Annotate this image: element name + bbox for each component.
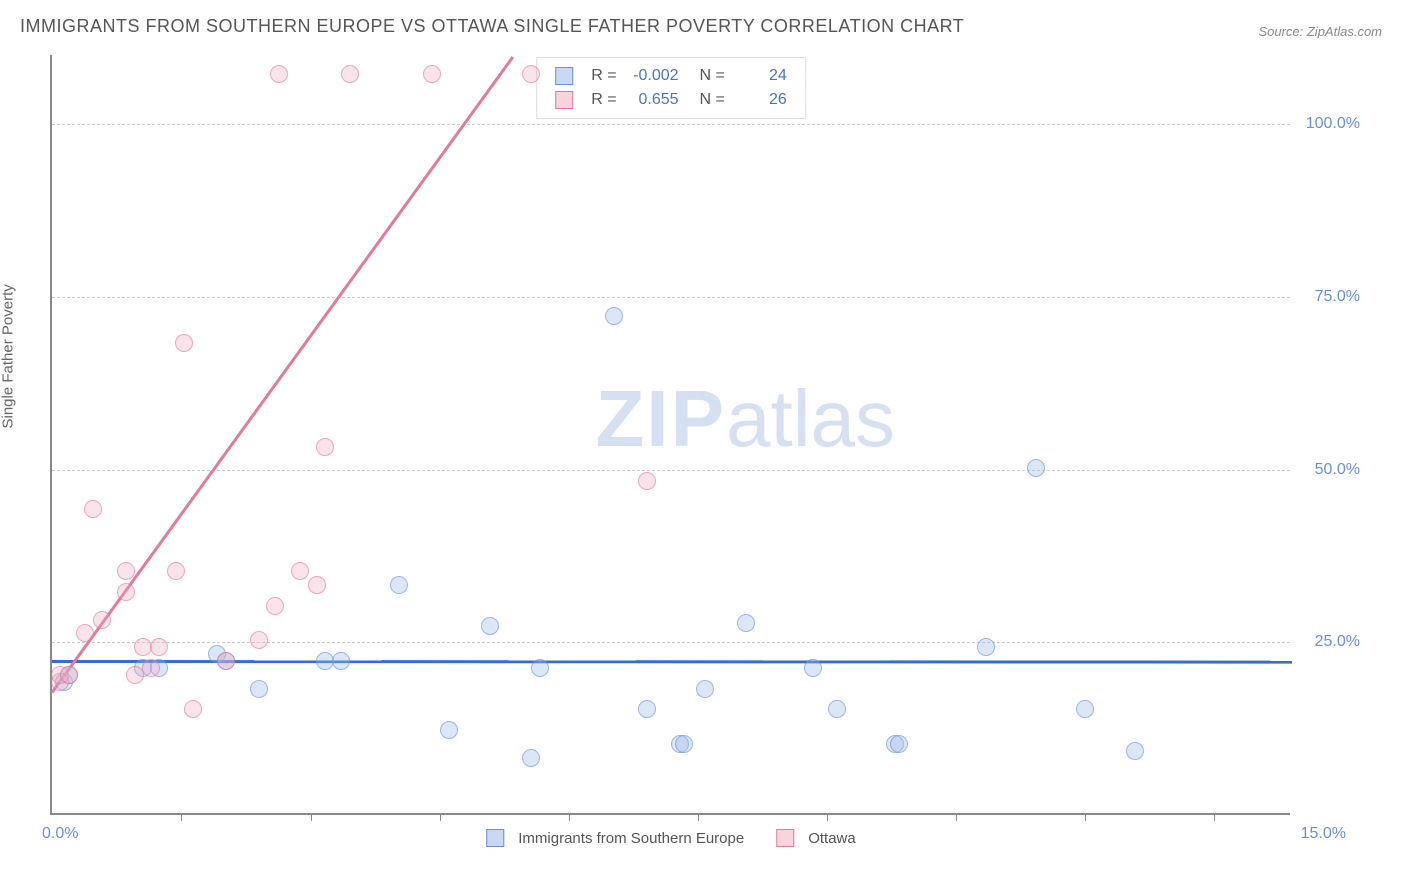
data-point — [84, 500, 102, 518]
plot-area: ZIPatlas R = -0.002 N = 24 R = 0.655 N =… — [50, 55, 1290, 815]
swatch-pink-icon — [776, 829, 794, 847]
data-point — [316, 652, 334, 670]
n-value-blue: 24 — [737, 64, 787, 88]
y-gridline — [52, 124, 1290, 125]
correlation-legend: R = -0.002 N = 24 R = 0.655 N = 26 — [536, 57, 806, 119]
y-tick-label: 100.0% — [1300, 115, 1360, 133]
swatch-blue-icon — [486, 829, 504, 847]
data-point — [481, 617, 499, 635]
data-point — [675, 735, 693, 753]
n-value-pink: 26 — [737, 88, 787, 112]
chart-title: IMMIGRANTS FROM SOUTHERN EUROPE VS OTTAW… — [20, 16, 964, 37]
data-point — [638, 472, 656, 490]
legend-label-pink: Ottawa — [808, 830, 856, 847]
data-point — [890, 735, 908, 753]
legend-row-pink: R = 0.655 N = 26 — [555, 88, 787, 112]
y-gridline — [52, 470, 1290, 471]
x-tick-label-start: 0.0% — [42, 825, 78, 843]
x-tick-mark — [698, 813, 699, 821]
y-tick-label: 75.0% — [1300, 288, 1360, 306]
x-tick-mark — [827, 813, 828, 821]
data-point — [522, 749, 540, 767]
data-point — [522, 65, 540, 83]
data-point — [638, 700, 656, 718]
data-point — [266, 597, 284, 615]
data-point — [217, 652, 235, 670]
data-point — [390, 576, 408, 594]
data-point — [167, 562, 185, 580]
watermark-atlas: atlas — [726, 374, 895, 463]
y-axis-label: Single Father Poverty — [0, 284, 17, 428]
y-tick-label: 25.0% — [1300, 633, 1360, 651]
x-tick-label-end: 15.0% — [1301, 825, 1346, 843]
data-point — [250, 631, 268, 649]
data-point — [804, 659, 822, 677]
x-tick-mark — [181, 813, 182, 821]
data-point — [332, 652, 350, 670]
data-point — [270, 65, 288, 83]
data-point — [696, 680, 714, 698]
data-point — [126, 666, 144, 684]
data-point — [175, 334, 193, 352]
data-point — [531, 659, 549, 677]
data-point — [977, 638, 995, 656]
x-tick-mark — [956, 813, 957, 821]
data-point — [184, 700, 202, 718]
n-label: N = — [691, 64, 725, 88]
watermark-zip: ZIP — [596, 374, 726, 463]
x-tick-mark — [1085, 813, 1086, 821]
y-tick-label: 50.0% — [1300, 461, 1360, 479]
data-point — [150, 638, 168, 656]
data-point — [1076, 700, 1094, 718]
swatch-pink-icon — [555, 91, 573, 109]
data-point — [291, 562, 309, 580]
data-point — [134, 638, 152, 656]
data-point — [1126, 742, 1144, 760]
data-point — [93, 611, 111, 629]
r-label: R = — [591, 64, 616, 88]
data-point — [1027, 459, 1045, 477]
data-point — [308, 576, 326, 594]
r-value-pink: 0.655 — [629, 88, 679, 112]
data-point — [117, 583, 135, 601]
x-tick-mark — [569, 813, 570, 821]
data-point — [605, 307, 623, 325]
swatch-blue-icon — [555, 67, 573, 85]
y-gridline — [52, 297, 1290, 298]
legend-row-blue: R = -0.002 N = 24 — [555, 64, 787, 88]
data-point — [341, 65, 359, 83]
source-label: Source: ZipAtlas.com — [1258, 24, 1382, 39]
y-gridline — [52, 642, 1290, 643]
data-point — [142, 659, 160, 677]
x-tick-mark — [440, 813, 441, 821]
data-point — [440, 721, 458, 739]
data-point — [828, 700, 846, 718]
legend-item-blue: Immigrants from Southern Europe — [486, 829, 744, 847]
r-value-blue: -0.002 — [629, 64, 679, 88]
data-point — [423, 65, 441, 83]
watermark: ZIPatlas — [596, 373, 895, 465]
x-tick-mark — [1214, 813, 1215, 821]
r-label: R = — [591, 88, 616, 112]
data-point — [737, 614, 755, 632]
trend-line — [52, 660, 1292, 664]
series-legend: Immigrants from Southern Europe Ottawa — [486, 829, 855, 847]
data-point — [250, 680, 268, 698]
legend-item-pink: Ottawa — [776, 829, 856, 847]
data-point — [316, 438, 334, 456]
x-tick-mark — [311, 813, 312, 821]
data-point — [60, 666, 78, 684]
legend-label-blue: Immigrants from Southern Europe — [518, 830, 744, 847]
data-point — [76, 624, 94, 642]
data-point — [117, 562, 135, 580]
n-label: N = — [691, 88, 725, 112]
